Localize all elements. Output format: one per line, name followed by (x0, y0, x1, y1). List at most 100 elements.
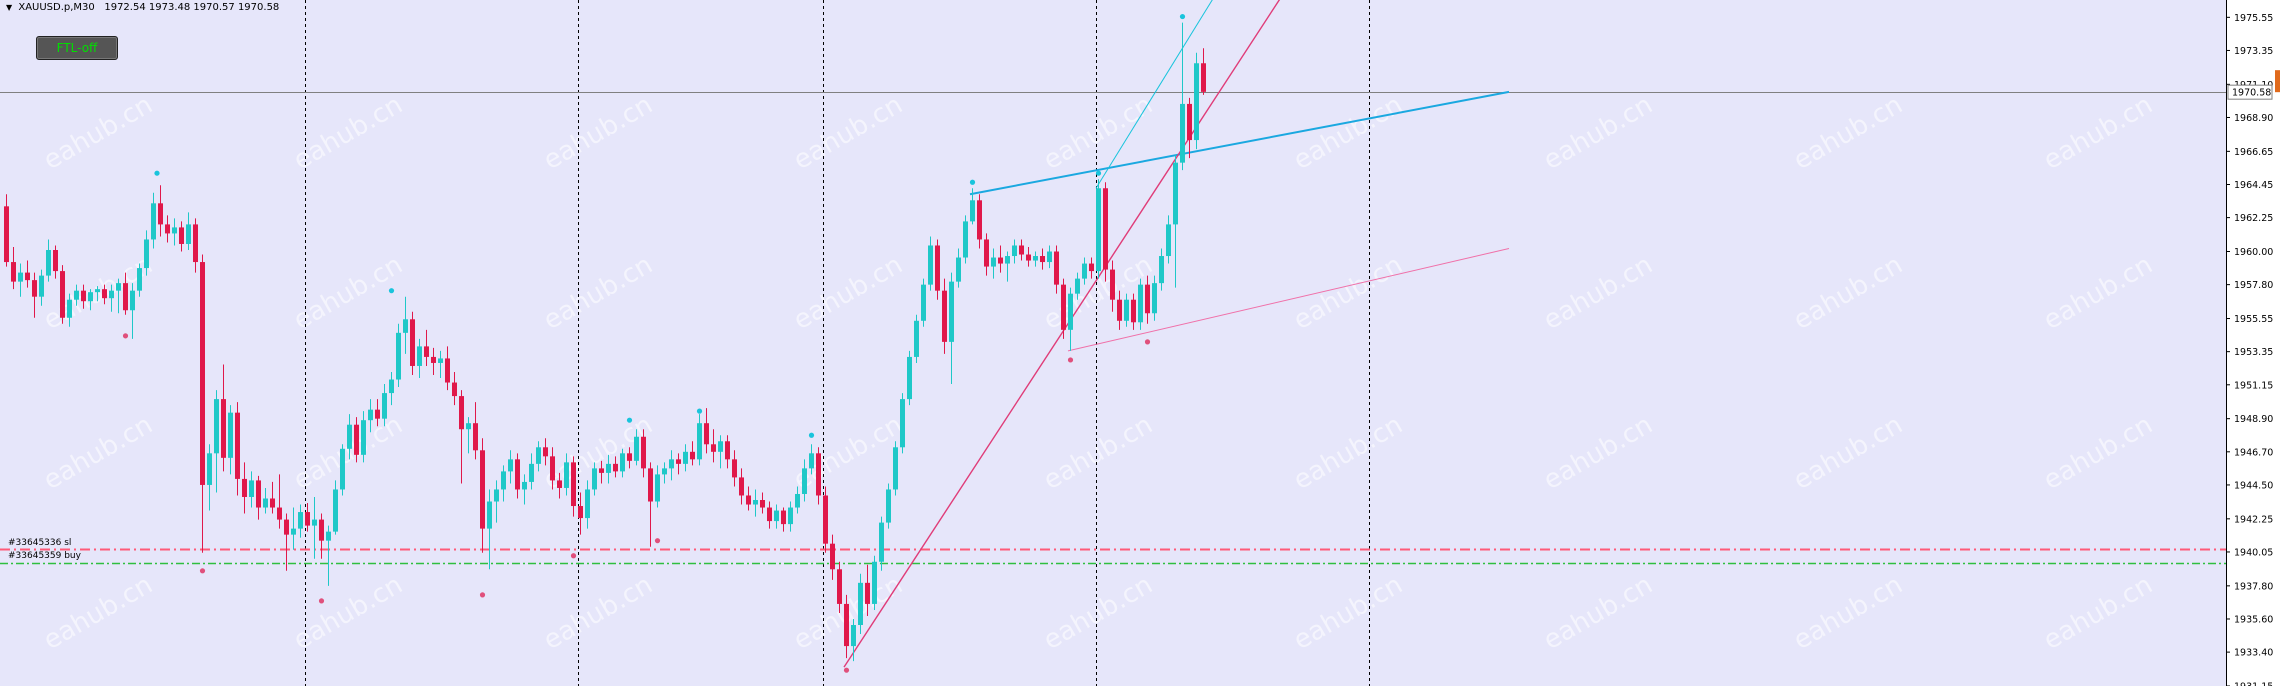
candle (858, 573, 863, 635)
candle-body (578, 506, 583, 519)
candle-body (753, 500, 758, 505)
price-tick-label: 1935.60 (2234, 614, 2273, 625)
price-tick-label: 1953.35 (2234, 347, 2273, 358)
candle-body (585, 489, 590, 519)
candle-body (662, 468, 667, 475)
candle-body (473, 423, 478, 451)
candle (977, 194, 982, 249)
candle (242, 462, 247, 514)
candle-body (1054, 251, 1059, 285)
candle-body (116, 283, 121, 291)
candle-body (564, 462, 569, 488)
fractal-up-marker (154, 170, 160, 176)
candle (851, 618, 856, 662)
candle-body (1061, 284, 1066, 330)
candle (711, 429, 716, 463)
candle-body (1047, 251, 1052, 263)
candle (95, 286, 100, 302)
candle-body (1103, 188, 1108, 270)
candle-body (858, 582, 863, 626)
candle (1110, 260, 1115, 312)
candle-body (949, 281, 954, 342)
candle (1054, 245, 1059, 294)
candle-body (431, 356, 436, 363)
candle-body (1180, 103, 1185, 163)
fractal-down-marker (122, 333, 129, 339)
watermark-text: eahub.cn (539, 90, 658, 176)
candle-body (165, 224, 170, 234)
candle-body (725, 441, 730, 460)
trendline-trendline[interactable] (843, 0, 1292, 668)
candle-body (32, 280, 37, 297)
trendline-high-ray[interactable] (1095, 0, 1215, 189)
dropdown-triangle-icon[interactable]: ▼ (6, 3, 13, 12)
candle (522, 474, 527, 505)
candle-body (599, 468, 604, 473)
candle (459, 390, 464, 484)
candle-body (907, 356, 912, 400)
candle (767, 501, 772, 529)
candle (732, 450, 737, 487)
fractal-down-marker (843, 667, 850, 673)
price-tick-label: 1931.15 (2234, 682, 2273, 686)
watermark-text: eahub.cn (1539, 250, 1658, 336)
candle-body (795, 493, 800, 508)
candle (844, 594, 849, 659)
candle-body (830, 543, 835, 570)
candle-body (704, 423, 709, 445)
watermark-text: eahub.cn (289, 410, 408, 496)
trendline-channel-lower[interactable] (1067, 248, 1510, 352)
candle (921, 278, 926, 327)
trendline-channel-upper[interactable] (969, 90, 1510, 196)
fractal-up-marker (808, 432, 815, 438)
candle (529, 453, 534, 490)
candle-body (760, 500, 765, 508)
candle (1201, 48, 1206, 95)
candle-body (788, 507, 793, 525)
watermark-text: eahub.cn (2039, 410, 2158, 496)
candle (1096, 179, 1101, 279)
candle-body (697, 423, 702, 460)
candle-body (382, 393, 387, 419)
candle (669, 450, 674, 481)
candle-body (25, 272, 30, 281)
watermark-text: eahub.cn (539, 250, 658, 336)
watermark-text: eahub.cn (1289, 410, 1408, 496)
candle-body (690, 451, 695, 460)
candle (550, 447, 555, 490)
candle-body (536, 447, 541, 464)
candle (760, 492, 765, 514)
price-tick-label: 1968.90 (2234, 113, 2273, 124)
candle-body (522, 481, 527, 490)
candle-body (942, 290, 947, 342)
candle (739, 468, 744, 505)
candle (18, 263, 23, 297)
watermark-text: eahub.cn (2039, 250, 2158, 336)
candle (1152, 275, 1157, 321)
candle-body (529, 463, 534, 482)
candle (543, 438, 548, 466)
candle (592, 462, 597, 496)
candle-body (606, 463, 611, 473)
candle-body (46, 250, 51, 276)
candle (830, 534, 835, 580)
candle-body (207, 453, 212, 485)
candle (284, 513, 289, 571)
candle (179, 221, 184, 252)
candle (823, 486, 828, 553)
candle (809, 444, 814, 475)
candle (571, 456, 576, 517)
candle-body (438, 358, 443, 363)
candle-body (235, 412, 240, 479)
fractal-down-marker (479, 592, 486, 598)
price-axis[interactable]: 1975.551973.351971.101968.901966.651964.… (2226, 0, 2280, 686)
candle-body (914, 320, 919, 357)
candle-body (1124, 299, 1129, 321)
candle (396, 323, 401, 388)
candle-body (865, 582, 870, 604)
ftl-toggle-button[interactable]: FTL-off (36, 36, 118, 60)
price-tick-label: 1948.90 (2234, 414, 2273, 425)
candle (970, 188, 975, 225)
candle-body (144, 239, 149, 269)
